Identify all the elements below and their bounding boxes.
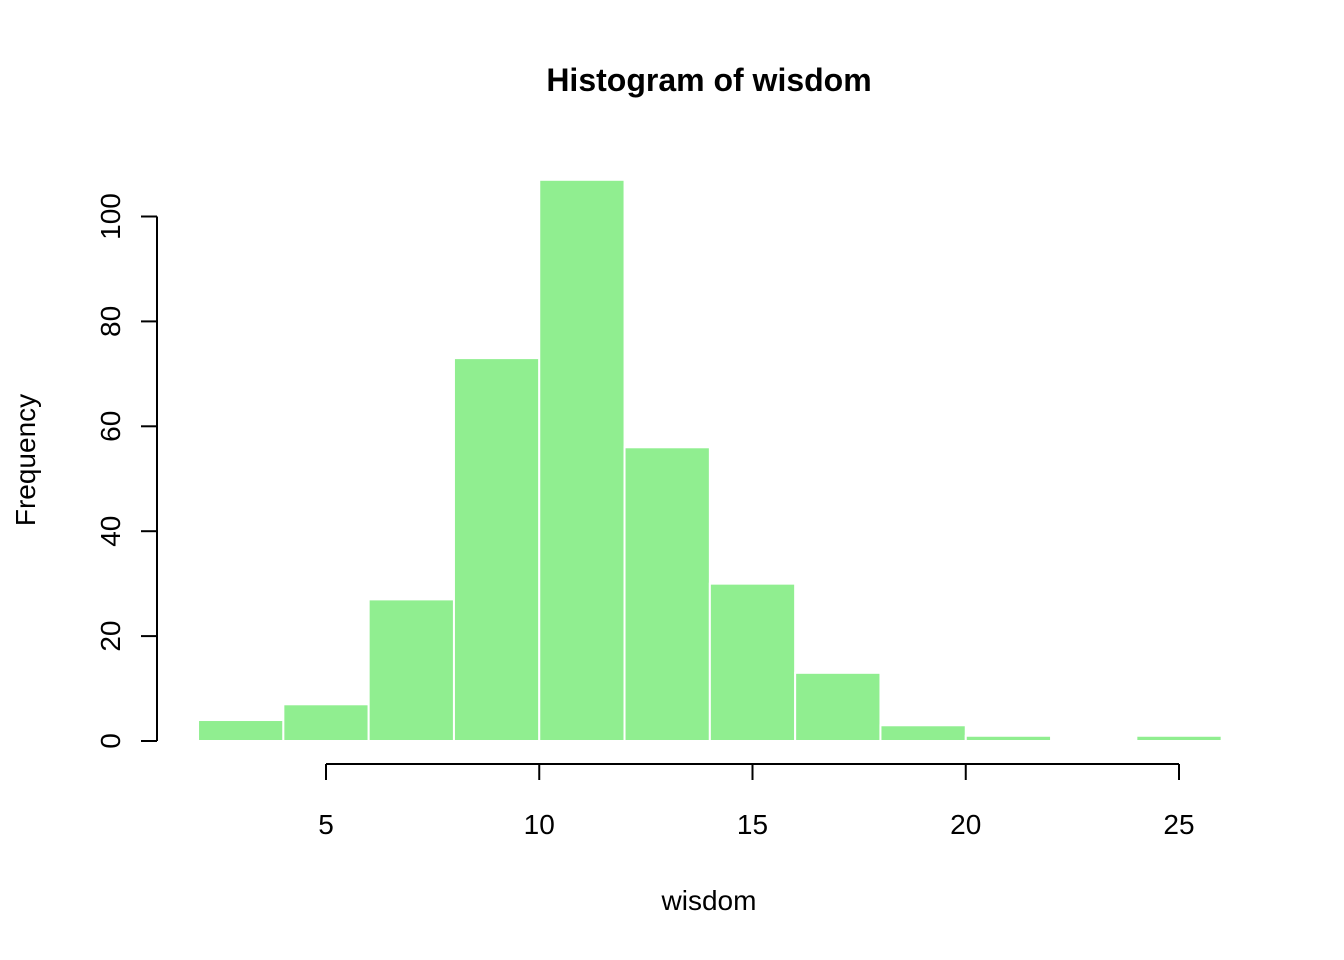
x-axis: 5 10 15 20 25: [318, 763, 1195, 840]
histogram-bar: [197, 719, 285, 743]
x-tick-label: 15: [737, 809, 768, 840]
histogram-bar: [964, 734, 1053, 743]
x-axis-label: wisdom: [661, 885, 757, 916]
x-tick-label: 25: [1163, 809, 1194, 840]
y-tick-label: 0: [95, 733, 126, 749]
histogram-bar: [1135, 734, 1223, 743]
bars-group: [197, 178, 1223, 743]
y-tick-label: 100: [95, 193, 126, 240]
x-tick-label: 20: [950, 809, 981, 840]
histogram-bar: [623, 446, 711, 742]
y-tick-label: 60: [95, 411, 126, 442]
y-tick-label: 20: [95, 621, 126, 652]
histogram-bar: [538, 178, 626, 743]
x-tick-label: 5: [318, 809, 334, 840]
y-axis: 0 20 40 60 80 100: [95, 193, 158, 749]
histogram-bar: [452, 357, 541, 742]
chart-title: Histogram of wisdom: [546, 62, 871, 98]
histogram-bar: [794, 671, 882, 742]
y-axis-label: Frequency: [10, 394, 41, 526]
y-tick-label: 80: [95, 306, 126, 337]
y-tick-label: 40: [95, 516, 126, 547]
histogram-bar: [282, 703, 370, 742]
x-tick-label: 10: [524, 809, 555, 840]
histogram-bar: [367, 598, 455, 743]
histogram-bar: [879, 724, 967, 743]
histogram-bar: [708, 582, 797, 743]
